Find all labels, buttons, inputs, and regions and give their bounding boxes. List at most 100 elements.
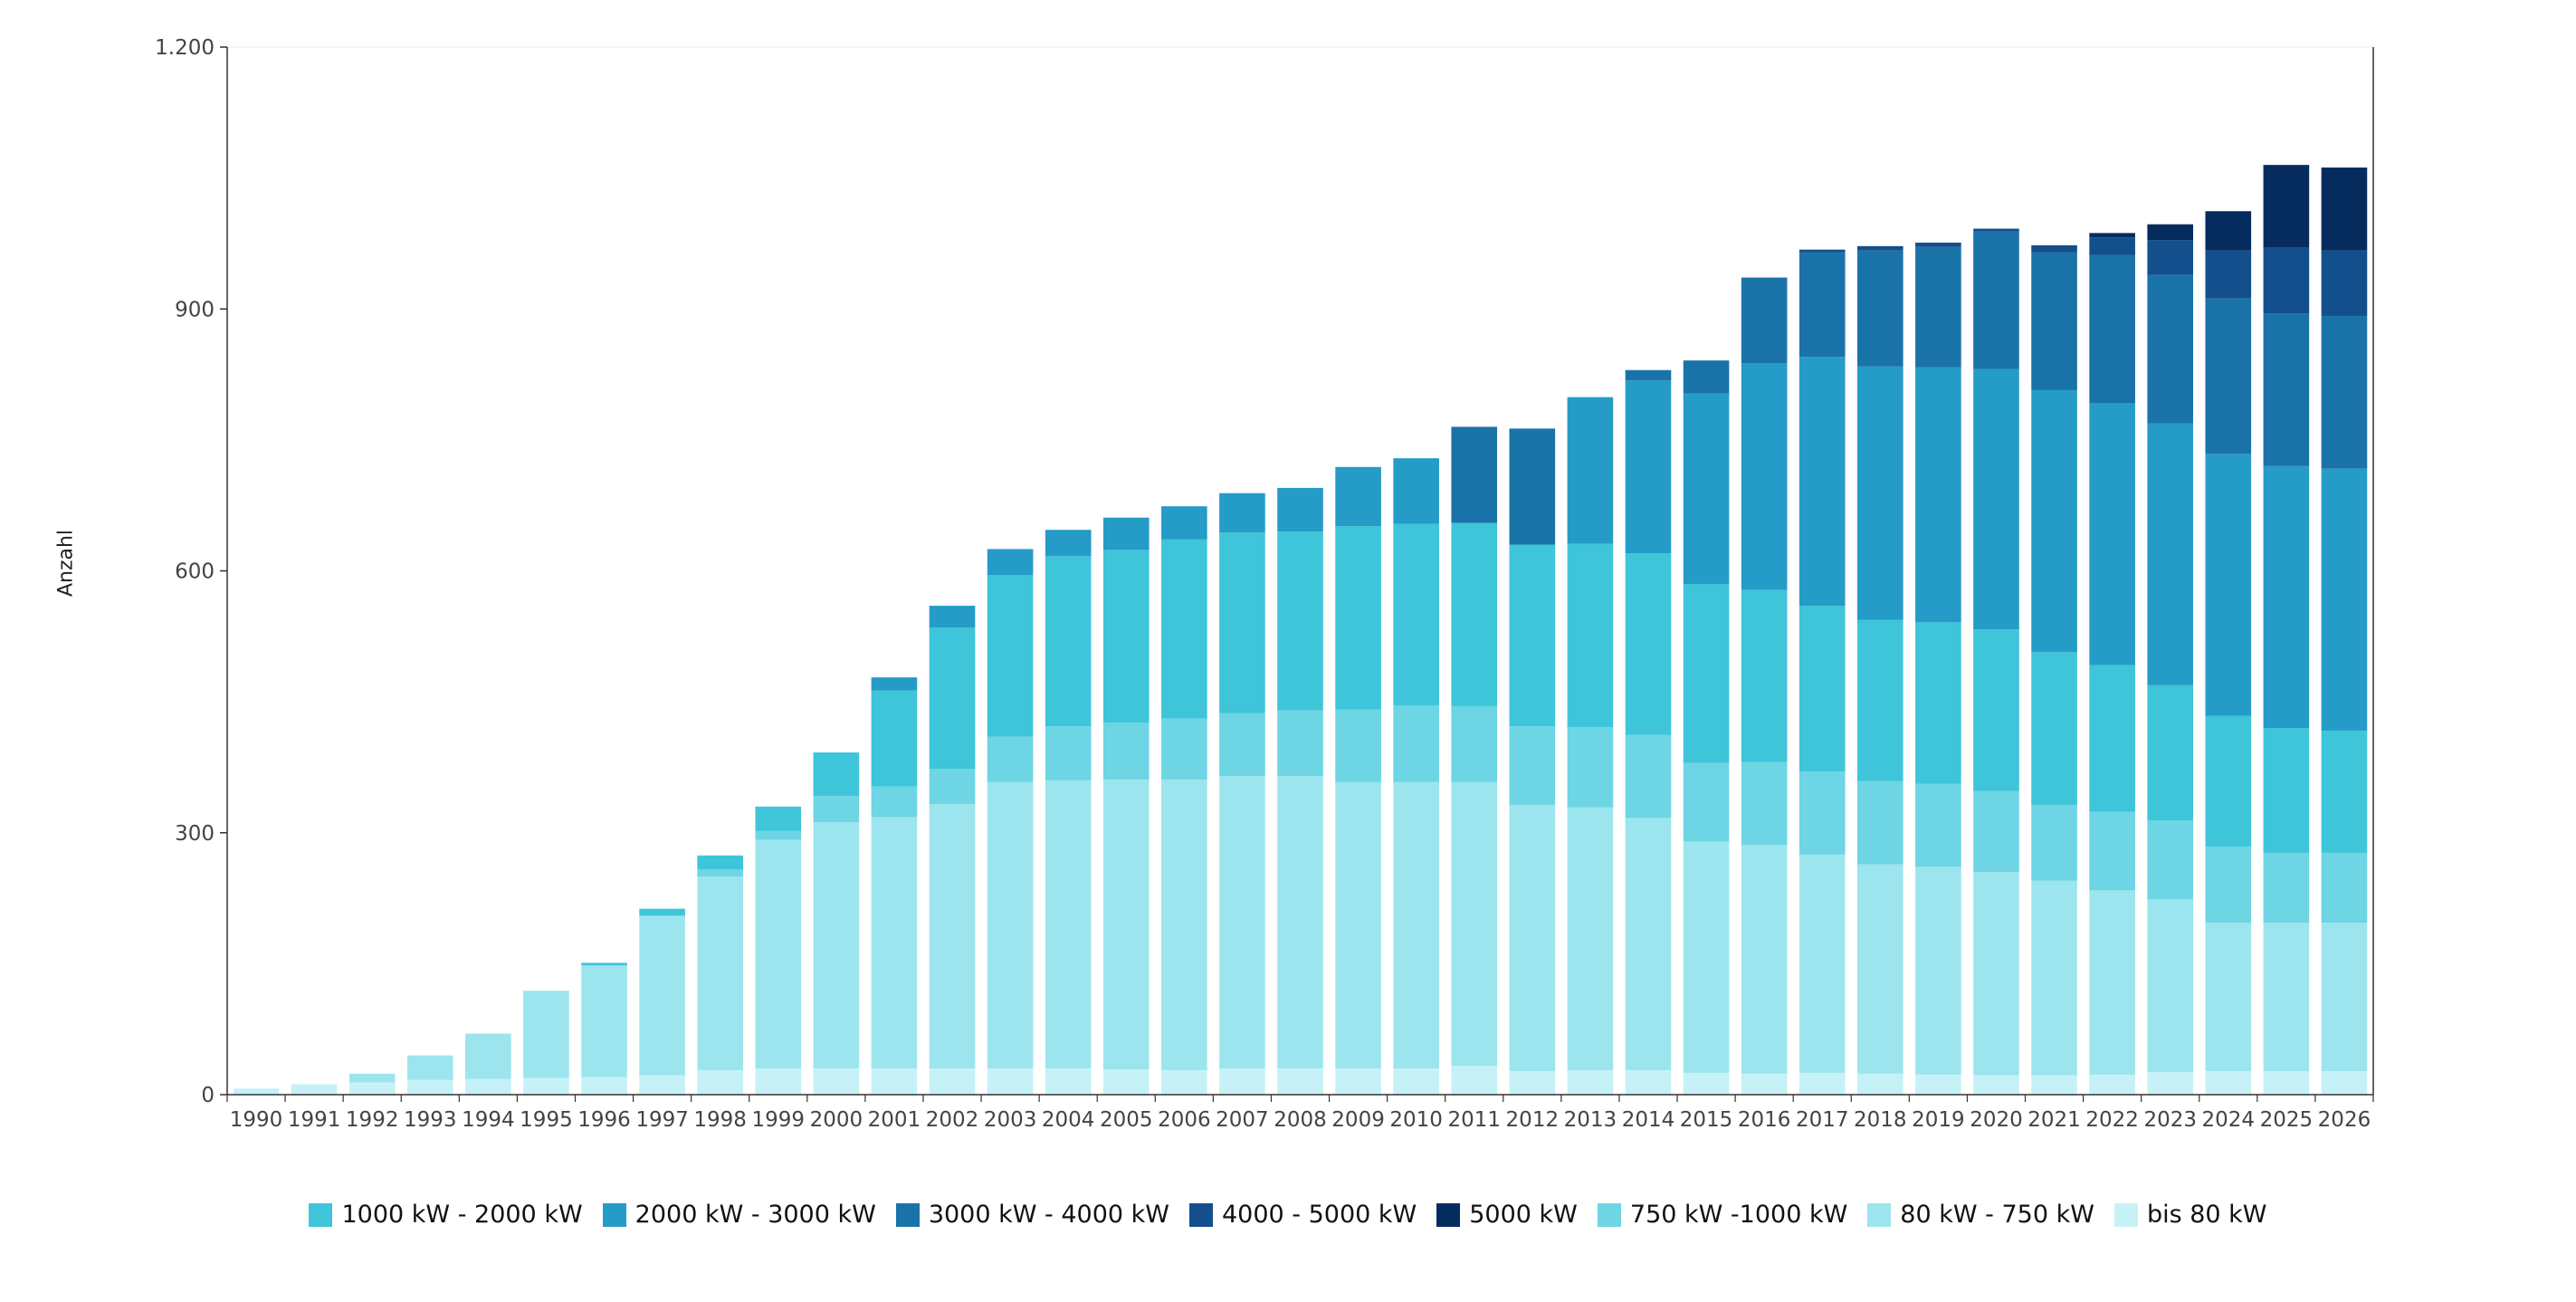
bar-segment-2002-s4[interactable] <box>929 606 976 628</box>
bar-segment-2018-s0[interactable] <box>1857 1073 1903 1095</box>
bar-segment-2016-s0[interactable] <box>1741 1073 1788 1095</box>
bar-segment-2018-s4[interactable] <box>1857 366 1903 620</box>
bar-segment-2022-s5[interactable] <box>2089 254 2135 404</box>
bar-segment-2022-s7[interactable] <box>2089 233 2135 238</box>
bar-segment-2004-s3[interactable] <box>1045 556 1092 727</box>
bar-segment-2015-s5[interactable] <box>1683 360 1730 394</box>
bar-segment-2024-s0[interactable] <box>2205 1070 2252 1095</box>
bar-segment-2016-s2[interactable] <box>1741 761 1788 846</box>
bar-segment-1996-s0[interactable] <box>581 1077 627 1095</box>
bar-segment-2025-s7[interactable] <box>2263 165 2310 248</box>
bar-segment-2025-s2[interactable] <box>2263 852 2310 924</box>
bar-segment-1995-s1[interactable] <box>523 991 569 1078</box>
bar-segment-2003-s4[interactable] <box>987 549 1034 576</box>
legend-item[interactable]: 1000 kW - 2000 kW <box>309 1201 583 1229</box>
bar-segment-2007-s2[interactable] <box>1219 713 1265 777</box>
bar-segment-2017-s3[interactable] <box>1798 606 1846 772</box>
legend-item[interactable]: 4000 - 5000 kW <box>1189 1201 1417 1229</box>
bar-segment-1992-s1[interactable] <box>348 1073 396 1083</box>
bar-segment-2026-s3[interactable] <box>2321 730 2368 853</box>
bar-segment-2026-s1[interactable] <box>2321 923 2368 1071</box>
bar-segment-2013-s3[interactable] <box>1567 543 1614 728</box>
bar-segment-2014-s3[interactable] <box>1625 553 1672 735</box>
bar-segment-1998-s1[interactable] <box>697 876 743 1071</box>
bar-segment-1994-s1[interactable] <box>465 1033 511 1079</box>
bar-segment-2017-s4[interactable] <box>1798 357 1846 607</box>
bar-segment-2016-s4[interactable] <box>1741 363 1788 590</box>
bar-segment-2009-s0[interactable] <box>1335 1068 1381 1095</box>
bar-segment-2021-s1[interactable] <box>2031 880 2077 1076</box>
bar-segment-2010-s3[interactable] <box>1393 523 1439 705</box>
bar-segment-2021-s2[interactable] <box>2031 804 2077 881</box>
legend-item[interactable]: 5000 kW <box>1436 1201 1578 1229</box>
bar-segment-2002-s3[interactable] <box>929 627 976 770</box>
bar-segment-2018-s1[interactable] <box>1857 864 1903 1074</box>
bar-segment-1998-s2[interactable] <box>697 869 743 876</box>
bar-segment-2003-s2[interactable] <box>987 736 1034 782</box>
bar-segment-2011-s2[interactable] <box>1451 705 1498 782</box>
bar-segment-2017-s2[interactable] <box>1798 771 1846 855</box>
bar-segment-2020-s6[interactable] <box>1973 228 2019 232</box>
bar-segment-2008-s2[interactable] <box>1277 710 1323 777</box>
bar-segment-2016-s3[interactable] <box>1741 589 1788 762</box>
bar-segment-2022-s1[interactable] <box>2089 890 2135 1075</box>
bar-segment-2018-s6[interactable] <box>1857 245 1903 251</box>
bar-segment-2020-s3[interactable] <box>1973 629 2019 791</box>
bar-segment-2008-s3[interactable] <box>1277 531 1323 711</box>
bar-segment-2016-s5[interactable] <box>1741 277 1788 364</box>
bar-segment-2013-s2[interactable] <box>1567 727 1614 808</box>
bar-segment-1998-s3[interactable] <box>697 855 743 870</box>
bar-segment-1995-s0[interactable] <box>523 1077 569 1095</box>
bar-segment-2006-s1[interactable] <box>1161 779 1207 1071</box>
bar-segment-2023-s2[interactable] <box>2147 820 2194 900</box>
bar-segment-2014-s0[interactable] <box>1625 1070 1672 1095</box>
bar-segment-2024-s4[interactable] <box>2205 454 2252 716</box>
bar-segment-2020-s4[interactable] <box>1973 369 2019 630</box>
bar-segment-2026-s4[interactable] <box>2321 468 2368 731</box>
bar-segment-2025-s3[interactable] <box>2263 728 2310 853</box>
bar-segment-2019-s3[interactable] <box>1915 622 1961 784</box>
bar-segment-2017-s6[interactable] <box>1798 249 1846 253</box>
bar-segment-2000-s2[interactable] <box>813 796 860 823</box>
bar-segment-2024-s5[interactable] <box>2205 298 2252 455</box>
bar-segment-2017-s5[interactable] <box>1798 252 1846 358</box>
bar-segment-2019-s0[interactable] <box>1915 1074 1961 1095</box>
bar-segment-2004-s2[interactable] <box>1045 726 1092 780</box>
bar-segment-2018-s2[interactable] <box>1857 780 1903 865</box>
bar-segment-2009-s3[interactable] <box>1335 526 1381 710</box>
bar-segment-1998-s0[interactable] <box>697 1070 743 1095</box>
bar-segment-2025-s0[interactable] <box>2263 1070 2310 1095</box>
bar-segment-1999-s0[interactable] <box>755 1068 802 1095</box>
bar-segment-2012-s2[interactable] <box>1509 726 1556 805</box>
bar-segment-2015-s0[interactable] <box>1683 1072 1730 1095</box>
bar-segment-2017-s0[interactable] <box>1798 1072 1846 1095</box>
bar-segment-1993-s1[interactable] <box>406 1055 453 1080</box>
bar-segment-2012-s1[interactable] <box>1509 804 1556 1071</box>
bar-segment-1997-s0[interactable] <box>639 1075 685 1095</box>
bar-segment-2001-s3[interactable] <box>871 690 918 787</box>
bar-segment-2012-s0[interactable] <box>1509 1070 1556 1095</box>
bar-segment-2015-s4[interactable] <box>1683 393 1730 584</box>
bar-segment-2021-s3[interactable] <box>2031 652 2077 805</box>
bar-segment-2001-s2[interactable] <box>871 786 918 818</box>
bar-segment-2006-s3[interactable] <box>1161 539 1207 719</box>
bar-segment-2018-s3[interactable] <box>1857 619 1903 781</box>
bar-segment-1996-s1[interactable] <box>581 965 627 1077</box>
bar-segment-2021-s4[interactable] <box>2031 389 2077 653</box>
bar-segment-2019-s5[interactable] <box>1915 246 1961 368</box>
bar-segment-2023-s6[interactable] <box>2147 240 2194 275</box>
bar-segment-2017-s1[interactable] <box>1798 854 1846 1073</box>
bar-segment-2021-s6[interactable] <box>2031 244 2077 253</box>
bar-segment-1990-s0[interactable] <box>233 1088 280 1095</box>
bar-segment-2005-s3[interactable] <box>1102 550 1150 723</box>
bar-segment-2020-s2[interactable] <box>1973 790 2019 873</box>
bar-segment-2016-s1[interactable] <box>1741 845 1788 1074</box>
bar-segment-2025-s6[interactable] <box>2263 247 2310 314</box>
bar-segment-2020-s5[interactable] <box>1973 231 2019 369</box>
bar-segment-2026-s7[interactable] <box>2321 168 2368 251</box>
bar-segment-2013-s4[interactable] <box>1567 397 1614 544</box>
bar-segment-2011-s0[interactable] <box>1451 1066 1498 1095</box>
bar-segment-2025-s1[interactable] <box>2263 923 2310 1071</box>
bar-segment-2022-s6[interactable] <box>2089 237 2135 255</box>
bar-segment-2006-s4[interactable] <box>1161 506 1207 540</box>
